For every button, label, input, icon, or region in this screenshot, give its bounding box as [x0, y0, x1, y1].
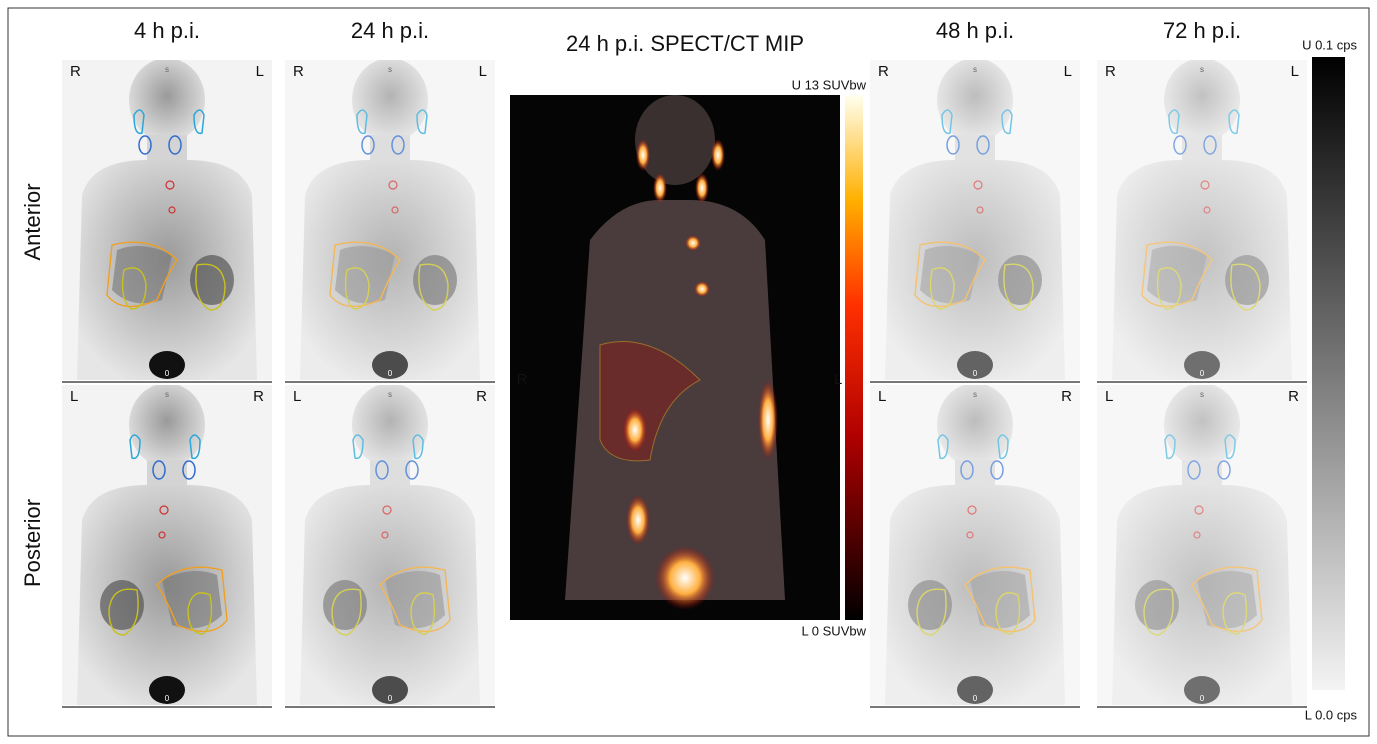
side-label: L	[1291, 63, 1299, 80]
spect-panel	[510, 57, 1345, 690]
column-header: 4 h p.i.	[134, 18, 200, 43]
marker: s	[1200, 65, 1204, 74]
marker: 0	[388, 369, 393, 378]
scan-image	[285, 385, 495, 705]
scan-image	[62, 60, 272, 380]
scan-image	[1097, 385, 1307, 705]
side-label: L	[834, 371, 842, 388]
side-label: L	[70, 388, 78, 405]
side-label: R	[517, 371, 528, 388]
side-label: R	[293, 63, 304, 80]
scale-lower: L 0 SUVbw	[801, 623, 866, 638]
scan-image	[285, 60, 495, 380]
side-label: R	[878, 63, 889, 80]
frame	[7, 7, 1370, 737]
scale-lower: L 0.0 cps	[1305, 707, 1358, 722]
marker: s	[165, 390, 169, 399]
side-label: L	[479, 63, 487, 80]
side-label: R	[70, 63, 81, 80]
marker: 0	[165, 369, 170, 378]
marker: 0	[165, 694, 170, 703]
scan-image	[62, 385, 272, 705]
scale-upper: U 13 SUVbw	[792, 77, 867, 92]
side-label: L	[293, 388, 301, 405]
side-label: L	[1105, 388, 1113, 405]
side-label: L	[1064, 63, 1072, 80]
marker: s	[973, 390, 977, 399]
scan-image	[870, 60, 1080, 380]
marker: 0	[1200, 694, 1205, 703]
marker: s	[165, 65, 169, 74]
column-header: 72 h p.i.	[1163, 18, 1241, 43]
scale-upper: U 0.1 cps	[1302, 37, 1357, 52]
marker: 0	[973, 694, 978, 703]
marker: 0	[973, 369, 978, 378]
side-label: L	[256, 63, 264, 80]
column-header: 24 h p.i.	[351, 18, 429, 43]
row-label: Posterior	[20, 499, 45, 587]
side-label: L	[878, 388, 886, 405]
marker: s	[1200, 390, 1204, 399]
side-label: R	[253, 388, 264, 405]
marker: 0	[388, 694, 393, 703]
column-header: 48 h p.i.	[936, 18, 1014, 43]
marker: s	[388, 65, 392, 74]
side-label: R	[1061, 388, 1072, 405]
center-title: 24 h p.i. SPECT/CT MIP	[566, 31, 804, 56]
marker: s	[388, 390, 392, 399]
row-label: Anterior	[20, 183, 45, 260]
side-label: R	[476, 388, 487, 405]
scan-image	[870, 385, 1080, 705]
side-label: R	[1288, 388, 1299, 405]
marker: 0	[1200, 369, 1205, 378]
marker: s	[973, 65, 977, 74]
scan-image	[1097, 60, 1307, 380]
side-label: R	[1105, 63, 1116, 80]
